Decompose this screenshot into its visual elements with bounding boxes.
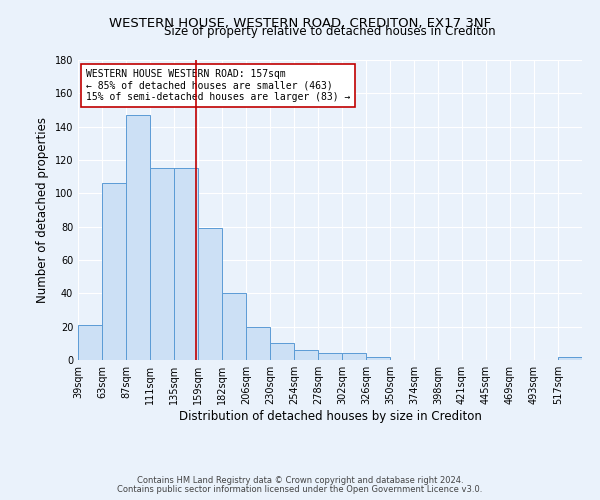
Bar [174, 168, 198, 360]
Text: WESTERN HOUSE, WESTERN ROAD, CREDITON, EX17 3NF: WESTERN HOUSE, WESTERN ROAD, CREDITON, E… [109, 18, 491, 30]
Title: Size of property relative to detached houses in Crediton: Size of property relative to detached ho… [164, 25, 496, 38]
Bar [294, 350, 318, 360]
Bar [78, 325, 102, 360]
Bar [198, 228, 222, 360]
Text: Contains public sector information licensed under the Open Government Licence v3: Contains public sector information licen… [118, 485, 482, 494]
Bar [270, 344, 294, 360]
Y-axis label: Number of detached properties: Number of detached properties [36, 117, 49, 303]
X-axis label: Distribution of detached houses by size in Crediton: Distribution of detached houses by size … [179, 410, 481, 423]
Bar [318, 354, 342, 360]
Bar [150, 168, 174, 360]
Text: WESTERN HOUSE WESTERN ROAD: 157sqm
← 85% of detached houses are smaller (463)
15: WESTERN HOUSE WESTERN ROAD: 157sqm ← 85%… [86, 69, 350, 102]
Bar [366, 356, 390, 360]
Bar [558, 356, 582, 360]
Bar [342, 354, 366, 360]
Bar [246, 326, 270, 360]
Bar [102, 184, 126, 360]
Bar [126, 115, 150, 360]
Bar [222, 294, 246, 360]
Text: Contains HM Land Registry data © Crown copyright and database right 2024.: Contains HM Land Registry data © Crown c… [137, 476, 463, 485]
